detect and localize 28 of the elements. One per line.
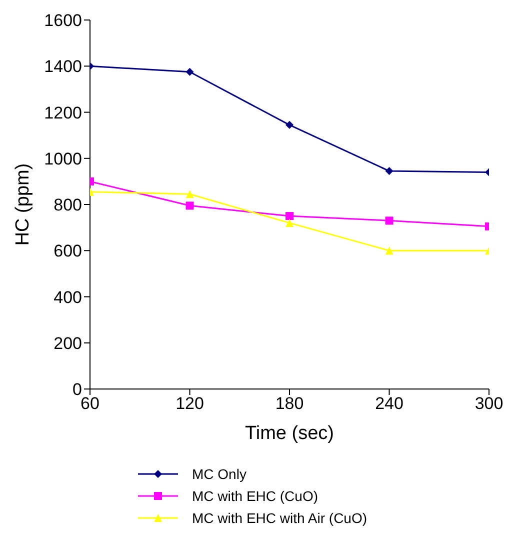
point [186, 202, 194, 210]
point [186, 68, 194, 76]
point [286, 212, 294, 220]
point [186, 190, 194, 198]
y-tick-label: 1200 [44, 103, 82, 122]
y-tick-label: 200 [54, 334, 82, 353]
legend-label: MC with EHC with Air (CuO) [192, 509, 368, 528]
x-tick-label: 120 [176, 394, 204, 414]
x-axis-title: Time (sec) [244, 423, 334, 444]
y-tick-label: 1400 [44, 57, 82, 76]
x-tick-label: 60 [80, 394, 100, 414]
point [385, 167, 394, 176]
y-axis-title: HC (ppm) [12, 163, 34, 246]
y-tick-label: 1600 [44, 11, 82, 30]
point [385, 246, 394, 255]
x-tick-label: 300 [474, 394, 504, 414]
point [286, 218, 294, 227]
y-tick-label: 800 [54, 196, 82, 215]
legend-label: MC with EHC (CuO) [192, 487, 318, 506]
y-tick-label: 0 [72, 380, 82, 400]
y-tick-label: 600 [54, 242, 82, 261]
legend-label: MC Only [192, 465, 246, 484]
y-tick-label: 400 [54, 288, 82, 307]
y-tick-label: 1000 [44, 149, 82, 168]
x-tick-label: 180 [275, 394, 304, 414]
point [286, 120, 294, 129]
x-tick-label: 240 [375, 394, 404, 414]
point [385, 216, 394, 225]
